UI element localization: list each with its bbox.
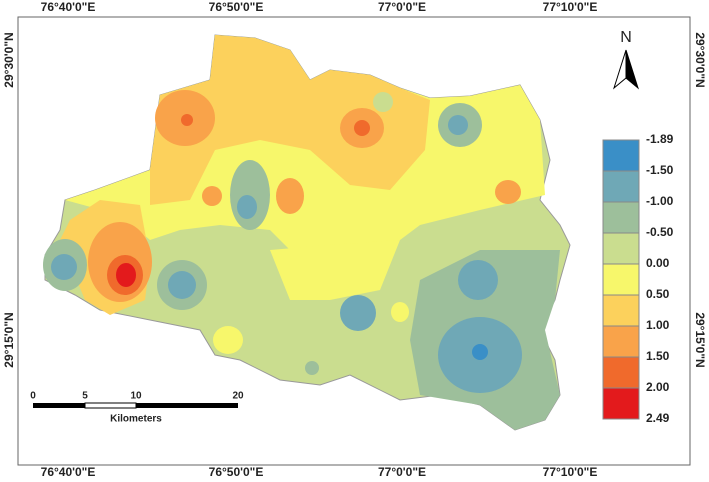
coldspot (237, 195, 257, 219)
coldspot (472, 344, 488, 360)
legend-label: 2.49 (646, 411, 670, 425)
legend-label: 0.50 (646, 287, 670, 301)
zone-yellow (270, 240, 400, 300)
legend-label: -1.50 (646, 163, 674, 177)
scale-tick-label: 5 (82, 391, 88, 402)
legend-label: 1.00 (646, 318, 670, 332)
left-coordinate: 29°30'0"N (2, 32, 16, 87)
bottom-coordinate: 77°0'0"E (378, 465, 426, 479)
scale-unit: Kilometers (110, 414, 162, 425)
scale-segment (84, 402, 137, 409)
scale-tick-label: 0 (30, 391, 36, 402)
hotspot (495, 180, 521, 204)
scale-tick-label: 20 (232, 391, 244, 402)
hotspot (116, 263, 136, 287)
legend-swatch (602, 139, 640, 172)
legend-swatch (602, 387, 640, 420)
left-coordinate: 29°15'0"N (2, 312, 16, 367)
scale-bar: 0 5 10 20 Kilometers (30, 391, 244, 425)
hotspot (181, 114, 193, 126)
legend-swatch (602, 356, 640, 389)
legend-swatch (602, 170, 640, 203)
scale-segment (33, 403, 85, 408)
legend-swatch (602, 294, 640, 327)
scale-tick-label: 10 (130, 391, 142, 402)
north-arrow-right (625, 49, 639, 90)
bottom-coordinate: 76°50'0"E (209, 465, 264, 479)
legend: -1.89 -1.50 -1.00 -0.50 0.00 0.50 1.00 1.50 2.00… (602, 132, 674, 425)
hotspot (354, 120, 370, 136)
north-arrow: N (613, 29, 639, 90)
top-coordinate: 76°50'0"E (209, 0, 264, 14)
hotspot (276, 178, 304, 214)
legend-swatch (602, 263, 640, 296)
north-label: N (620, 29, 632, 46)
bottom-coordinate: 77°10'0"E (543, 465, 598, 479)
zone (391, 302, 409, 322)
legend-label: 2.00 (646, 380, 670, 394)
legend-swatch (602, 325, 640, 358)
coldspot (168, 271, 196, 299)
coldspot (230, 160, 270, 230)
legend-label: 1.50 (646, 349, 670, 363)
zone (305, 361, 319, 375)
legend-label: -0.50 (646, 225, 674, 239)
legend-label: -1.00 (646, 194, 674, 208)
coldspot (340, 295, 376, 331)
top-coordinate: 77°10'0"E (543, 0, 598, 14)
scale-segment (136, 403, 238, 408)
legend-label: -1.89 (646, 132, 674, 146)
bottom-coordinate: 76°40'0"E (41, 465, 96, 479)
top-coordinate: 77°0'0"E (378, 0, 426, 14)
zone (213, 326, 243, 354)
coldspot (458, 260, 498, 300)
zone (373, 92, 393, 112)
top-coordinate: 76°40'0"E (41, 0, 96, 14)
zone-light-orange (150, 35, 430, 205)
right-coordinate: 29°30'0"N (693, 32, 707, 87)
right-coordinate: 29°15'0"N (693, 312, 707, 367)
coldspot (51, 254, 77, 280)
study-area (43, 34, 571, 431)
legend-swatch (602, 232, 640, 265)
hotspot (202, 186, 222, 206)
legend-swatch (602, 201, 640, 234)
coldspot (448, 115, 468, 135)
legend-label: 0.00 (646, 256, 670, 270)
